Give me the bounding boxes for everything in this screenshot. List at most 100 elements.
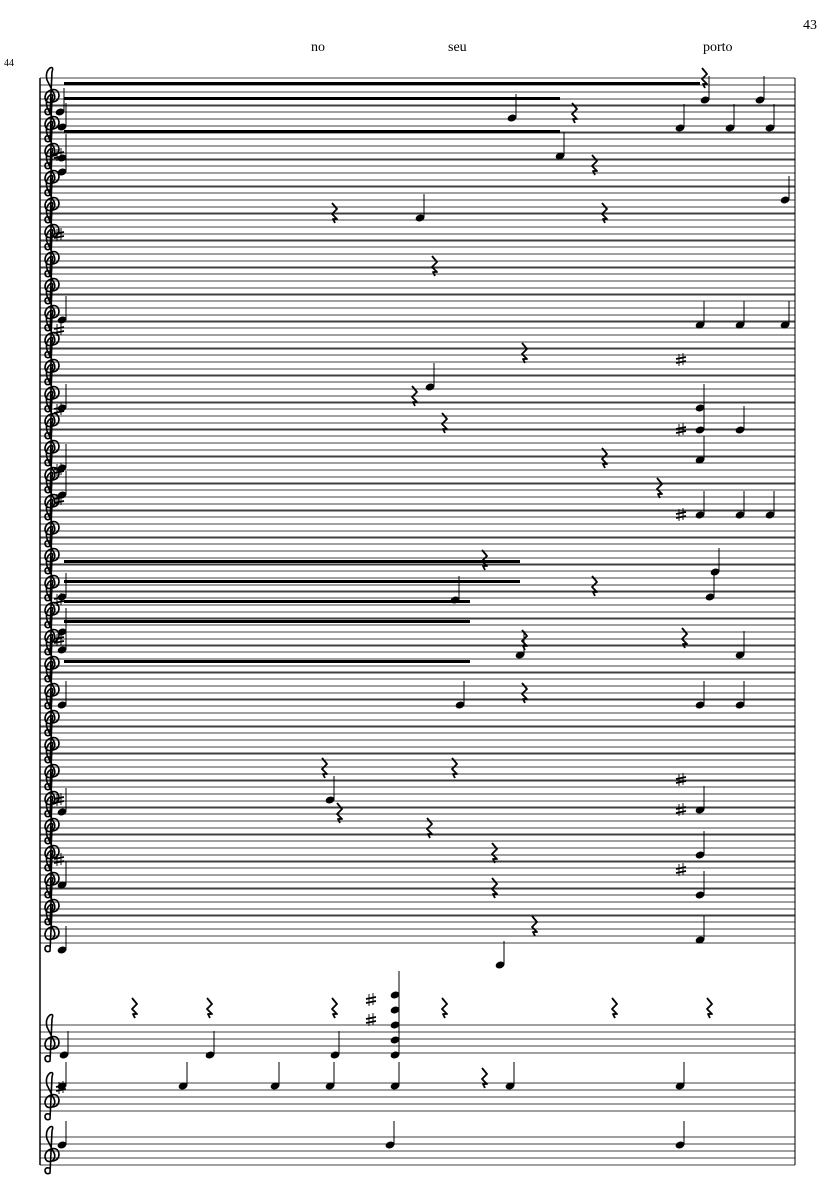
notehead	[505, 1082, 515, 1090]
beam	[64, 560, 520, 563]
sharp-icon	[55, 1084, 67, 1088]
beam	[64, 580, 520, 583]
treble-clef-icon	[44, 1125, 60, 1175]
quarter-rest-icon	[531, 915, 538, 937]
notehead	[695, 806, 705, 814]
notehead	[325, 1082, 335, 1090]
quarter-rest-icon	[611, 997, 618, 1019]
sharp-icon	[53, 640, 65, 644]
notehead	[675, 124, 685, 132]
notehead	[675, 1082, 685, 1090]
sharp-icon	[675, 515, 687, 519]
quarter-rest-icon	[491, 877, 498, 899]
notehead	[390, 1006, 400, 1014]
quarter-rest-icon	[701, 67, 708, 89]
treble-clef-icon	[44, 903, 60, 953]
quarter-rest-icon	[411, 385, 418, 407]
sharp-icon	[365, 996, 377, 1000]
quarter-rest-icon	[426, 817, 433, 839]
notehead	[57, 628, 67, 636]
sharp-icon	[53, 856, 65, 860]
sharp-icon	[675, 426, 687, 430]
notehead	[695, 701, 705, 709]
sharp-icon	[675, 360, 687, 364]
notehead	[390, 1082, 400, 1090]
page-number: 43	[803, 18, 817, 33]
notehead	[735, 701, 745, 709]
notehead	[57, 491, 67, 499]
treble-clef-icon	[44, 1071, 60, 1121]
quarter-rest-icon	[131, 997, 138, 1019]
quarter-rest-icon	[331, 202, 338, 224]
notehead	[390, 1036, 400, 1044]
beam	[64, 620, 470, 623]
quarter-rest-icon	[706, 997, 713, 1019]
notehead	[695, 936, 705, 944]
notehead	[57, 168, 67, 176]
notehead	[735, 321, 745, 329]
quarter-rest-icon	[441, 412, 448, 434]
sharp-icon	[53, 151, 65, 155]
notehead	[325, 796, 335, 804]
notehead	[57, 701, 67, 709]
sharp-icon	[365, 1000, 377, 1004]
notehead	[57, 881, 67, 889]
quarter-rest-icon	[331, 997, 338, 1019]
notehead	[780, 321, 790, 329]
notehead	[390, 1021, 400, 1029]
notehead	[675, 1141, 685, 1149]
notehead	[695, 404, 705, 412]
sharp-icon	[53, 800, 65, 804]
notehead	[725, 124, 735, 132]
beam	[64, 600, 470, 603]
lyric-syllable: porto	[703, 40, 733, 55]
notehead	[270, 1082, 280, 1090]
sharp-icon	[53, 796, 65, 800]
notehead	[765, 124, 775, 132]
quarter-rest-icon	[481, 549, 488, 571]
notehead	[735, 511, 745, 519]
notehead	[57, 808, 67, 816]
notehead	[330, 1051, 340, 1059]
notehead	[57, 1141, 67, 1149]
sharp-icon	[53, 330, 65, 334]
quarter-rest-icon	[601, 447, 608, 469]
sharp-icon	[53, 231, 65, 235]
notehead	[57, 646, 67, 654]
quarter-rest-icon	[591, 154, 598, 176]
notehead	[695, 321, 705, 329]
notehead	[710, 568, 720, 576]
notehead	[205, 1051, 215, 1059]
notehead	[695, 511, 705, 519]
sharp-icon	[675, 780, 687, 784]
quarter-rest-icon	[681, 627, 688, 649]
sharp-icon	[675, 866, 687, 870]
quarter-rest-icon	[601, 202, 608, 224]
notehead	[695, 426, 705, 434]
sharp-icon	[675, 430, 687, 434]
notehead	[178, 1082, 188, 1090]
notehead	[390, 991, 400, 999]
notehead	[450, 596, 460, 604]
measure-number: 44	[4, 58, 14, 69]
quarter-rest-icon	[521, 629, 528, 651]
notehead	[695, 456, 705, 464]
notehead	[385, 1141, 395, 1149]
lyric-syllable: seu	[448, 40, 467, 55]
notehead	[59, 1051, 69, 1059]
sharp-icon	[53, 155, 65, 159]
sharp-icon	[675, 810, 687, 814]
notehead	[765, 511, 775, 519]
sharp-icon	[53, 466, 65, 470]
quarter-rest-icon	[521, 342, 528, 364]
sharp-icon	[53, 406, 65, 410]
sharp-icon	[675, 776, 687, 780]
notehead	[780, 196, 790, 204]
sharp-icon	[675, 511, 687, 515]
notehead	[695, 891, 705, 899]
sharp-icon	[53, 600, 65, 604]
beam	[64, 130, 560, 133]
quarter-rest-icon	[571, 102, 578, 124]
sharp-icon	[53, 326, 65, 330]
